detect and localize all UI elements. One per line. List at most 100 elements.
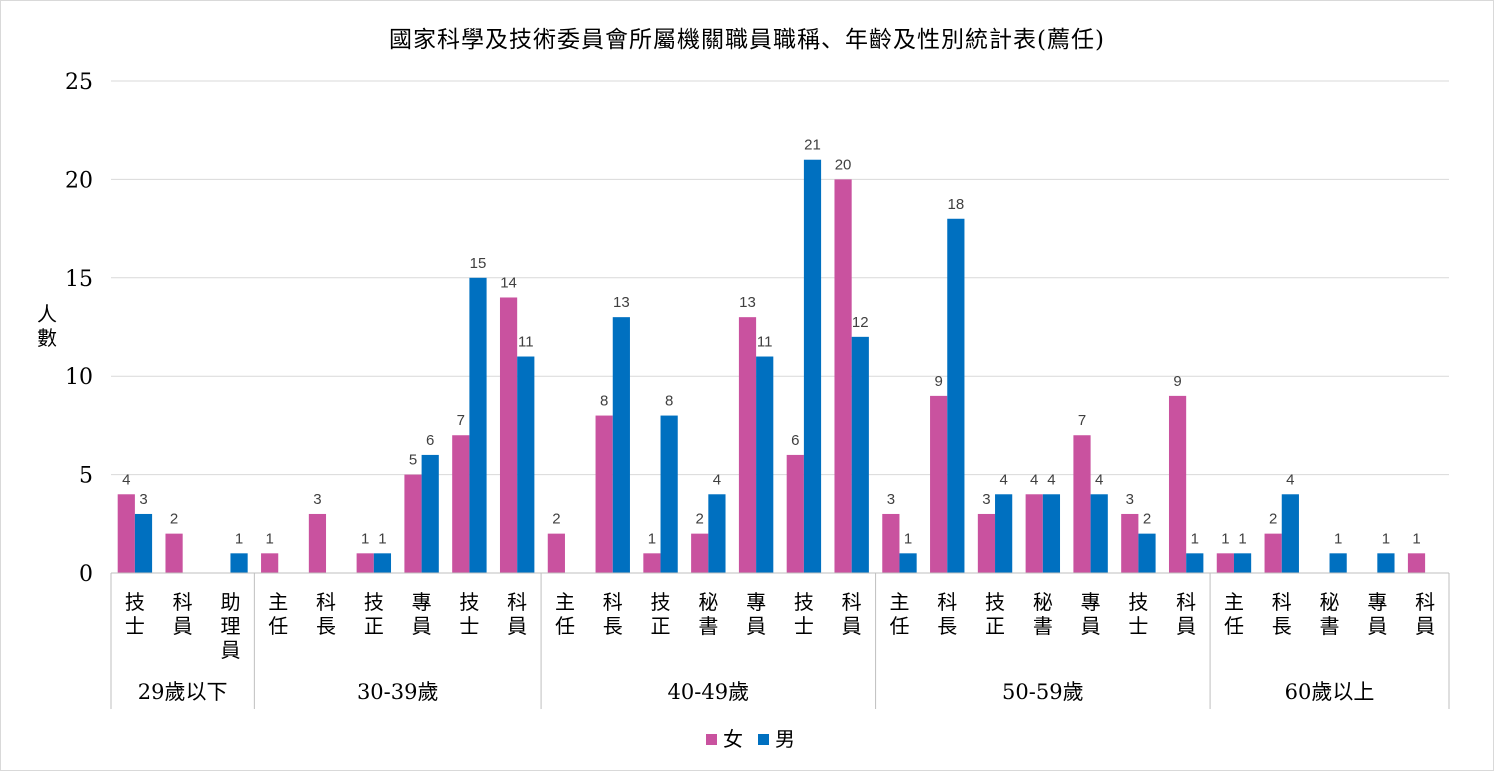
- bar-male: [421, 454, 439, 573]
- data-label: 3: [1126, 491, 1134, 508]
- x-tick-label: 科長: [603, 590, 623, 638]
- x-tick-label: 技正: [651, 590, 671, 638]
- x-tick-label: 科員: [507, 590, 527, 638]
- x-group-label: 29歲以下: [138, 680, 228, 704]
- bar-male: [1233, 553, 1252, 573]
- data-label: 12: [852, 314, 869, 331]
- gridlines: [111, 80, 1449, 574]
- bar-male: [708, 494, 726, 573]
- data-label: 3: [887, 491, 895, 508]
- y-axis-label-char: 數: [37, 326, 57, 350]
- x-tick-label: 專員: [1081, 590, 1101, 638]
- bar-male: [469, 277, 487, 573]
- y-axis-label: 人數: [37, 302, 57, 350]
- data-label: 2: [1269, 511, 1277, 528]
- bar-male: [517, 356, 535, 573]
- bar-female: [595, 415, 613, 573]
- data-label: 2: [696, 511, 704, 528]
- bars: [117, 159, 1426, 573]
- x-tick-label: 專員: [746, 590, 766, 638]
- chart-title: 國家科學及技術委員會所屬機關職員職稱、年齡及性別統計表(薦任): [389, 27, 1105, 53]
- data-label: 14: [500, 274, 517, 291]
- bar-male: [1090, 494, 1108, 573]
- bar-male: [612, 317, 630, 573]
- x-tick-label: 秘書: [698, 590, 718, 638]
- x-tick-label: 科員: [842, 590, 862, 638]
- bar-male: [373, 553, 392, 573]
- data-label: 9: [934, 373, 942, 390]
- bar-female: [499, 297, 518, 573]
- data-label: 11: [518, 334, 534, 351]
- data-label: 1: [904, 530, 912, 547]
- bar-male: [851, 336, 869, 573]
- x-group-label: 60歲以上: [1285, 680, 1375, 704]
- data-label: 3: [313, 491, 321, 508]
- y-tick-label: 20: [65, 168, 93, 193]
- data-label: 6: [791, 432, 799, 449]
- data-label: 4: [1030, 471, 1038, 488]
- x-tick-label: 科員: [1415, 590, 1435, 638]
- x-tick-label: 技士: [1128, 590, 1148, 638]
- legend-swatch: [758, 734, 769, 745]
- y-tick-label: 10: [65, 365, 93, 390]
- data-label: 8: [600, 393, 608, 410]
- y-tick-label: 25: [65, 70, 93, 95]
- data-label: 4: [122, 471, 130, 488]
- x-tick-label: 主任: [889, 590, 909, 638]
- x-tick-label: 科長: [316, 590, 336, 638]
- x-tick-label: 主任: [555, 590, 575, 638]
- x-tick-label: 秘書: [1033, 590, 1053, 638]
- bar-male: [660, 415, 678, 573]
- x-tick-label: 技正: [364, 590, 384, 638]
- y-tick-label: 15: [65, 267, 93, 292]
- data-label: 1: [1238, 530, 1246, 547]
- y-tick-labels: 0 5 10 15 20 25: [65, 70, 93, 587]
- bar-female: [930, 395, 948, 573]
- data-label: 13: [613, 294, 630, 311]
- bar-female: [452, 435, 470, 573]
- bar-female: [547, 533, 565, 573]
- x-tick-label: 科長: [1272, 590, 1292, 638]
- data-label: 1: [1382, 530, 1390, 547]
- y-axis-label-char: 人: [37, 302, 57, 326]
- bar-male: [947, 218, 965, 573]
- bar-female: [691, 533, 709, 573]
- data-label: 2: [1143, 511, 1151, 528]
- data-label: 20: [835, 156, 852, 173]
- bar-male: [1138, 533, 1156, 573]
- data-label: 4: [713, 471, 721, 488]
- data-label: 1: [648, 530, 656, 547]
- data-label: 6: [426, 432, 434, 449]
- data-label: 1: [361, 530, 369, 547]
- data-label: 18: [948, 196, 965, 213]
- data-label: 1: [235, 530, 243, 547]
- legend-swatch: [706, 734, 717, 745]
- legend-label: 男: [775, 727, 795, 751]
- bar-male: [1042, 494, 1061, 573]
- data-label: 5: [409, 452, 417, 469]
- x-group-label: 30-39歲: [357, 680, 439, 704]
- data-label: 7: [1078, 412, 1086, 429]
- legend: 女男: [706, 727, 795, 751]
- x-tick-label: 主任: [1224, 590, 1244, 638]
- bar-male: [1281, 494, 1299, 573]
- data-label: 4: [1095, 471, 1103, 488]
- data-label: 4: [1286, 471, 1294, 488]
- x-tick-label: 秘書: [1320, 590, 1340, 638]
- bar-female: [356, 553, 374, 573]
- x-tick-label: 技士: [125, 590, 145, 638]
- data-label: 3: [139, 491, 147, 508]
- data-label: 1: [265, 530, 273, 547]
- bar-female: [882, 513, 900, 573]
- y-tick-label: 5: [79, 464, 93, 489]
- x-tick-label: 技士: [794, 590, 814, 638]
- bar-female: [1025, 494, 1043, 573]
- data-label: 4: [999, 471, 1007, 488]
- bar-male: [134, 513, 153, 573]
- bar-male: [803, 159, 822, 573]
- bar-female: [117, 494, 135, 573]
- x-tick-label: 主任: [268, 590, 288, 638]
- x-tick-label: 技正: [985, 590, 1005, 638]
- bar-female: [1073, 435, 1091, 573]
